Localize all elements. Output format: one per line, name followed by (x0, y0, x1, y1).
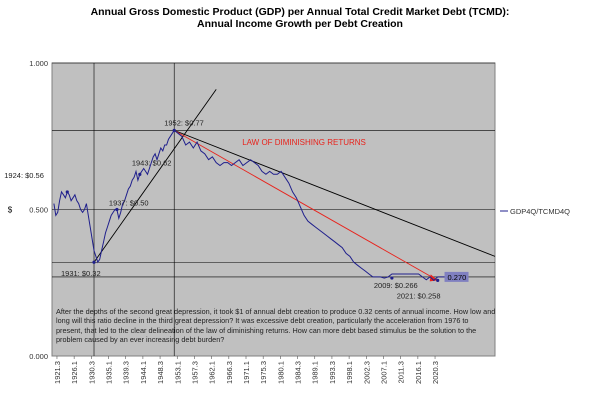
data-point (92, 260, 96, 264)
x-tick-label: 1962.1 (208, 361, 217, 384)
x-tick-label: 1998.1 (345, 361, 354, 384)
annotation-label: 1924: $0.56 (4, 171, 44, 180)
x-tick-label: 1935.1 (105, 361, 114, 384)
x-tick-label: 2020.3 (431, 361, 440, 384)
x-tick-label: 1948.3 (156, 361, 165, 384)
x-tick-label: 1957.3 (190, 361, 199, 384)
x-tick-label: 1944.1 (139, 361, 148, 384)
chart-title: Annual Gross Domestic Product (GDP) per … (0, 6, 600, 30)
arrowhead (429, 274, 438, 282)
x-tick-label: 1921.3 (53, 361, 62, 384)
x-tick-label: 2016.1 (414, 361, 423, 384)
x-tick-label: 2007.1 (379, 361, 388, 384)
y-axis-label: $ (8, 206, 13, 215)
y-tick-label: 0.500 (29, 206, 48, 215)
x-tick-label: 1989.1 (311, 361, 320, 384)
x-tick-label: 1980.1 (276, 361, 285, 384)
trendline-rise (93, 89, 217, 263)
chart-subtitle: Annual Income Growth per Debt Creation (197, 18, 403, 30)
law-label: LAW OF DIMINISHING RETURNS (242, 138, 366, 147)
y-tick-label: 1.000 (29, 59, 48, 68)
value-box-label: 0.270 (448, 273, 467, 282)
annotation-label: 1943: $0.62 (132, 158, 172, 167)
trendline-diminishing (173, 129, 438, 281)
data-point (65, 190, 69, 194)
x-tick-label: 1984.3 (294, 361, 303, 384)
annotation-label: 2009: $0.266 (374, 281, 418, 290)
x-tick-label: 1971.1 (242, 361, 251, 384)
data-point (138, 172, 142, 176)
series-line-gdp4q-tcmd4q (53, 129, 446, 282)
x-tick-label: 2011.3 (397, 361, 406, 383)
trendline-decline (174, 129, 496, 257)
data-point (390, 276, 394, 280)
data-point (115, 207, 119, 212)
x-tick-label: 1993.3 (328, 361, 337, 384)
value-box (444, 271, 469, 282)
x-tick-label: 1939.3 (122, 361, 131, 384)
legend-label: GDP4Q/TCMD4Q (510, 207, 570, 216)
annotation-label: 1937: $0.50 (109, 199, 149, 208)
data-point (172, 128, 176, 132)
data-point (436, 278, 440, 283)
x-tick-label: 1926.1 (70, 361, 79, 384)
x-tick-label: 2002.3 (362, 361, 371, 384)
x-tick-label: 1953.1 (173, 361, 182, 384)
y-tick-label: 0.000 (29, 352, 48, 361)
chart-note: After the depths of the second great dep… (56, 307, 496, 345)
annotation-label: 2021: $0.258 (397, 291, 441, 300)
annotation-label: 1952: $0.77 (164, 118, 204, 127)
x-tick-label: 1930.3 (87, 361, 96, 384)
annotation-label: 1931: $0.32 (61, 269, 101, 278)
x-tick-label: 1975.3 (259, 361, 268, 384)
chart-title-line1: Annual Gross Domestic Product (GDP) per … (90, 6, 510, 18)
x-tick-label: 1966.3 (225, 361, 234, 384)
